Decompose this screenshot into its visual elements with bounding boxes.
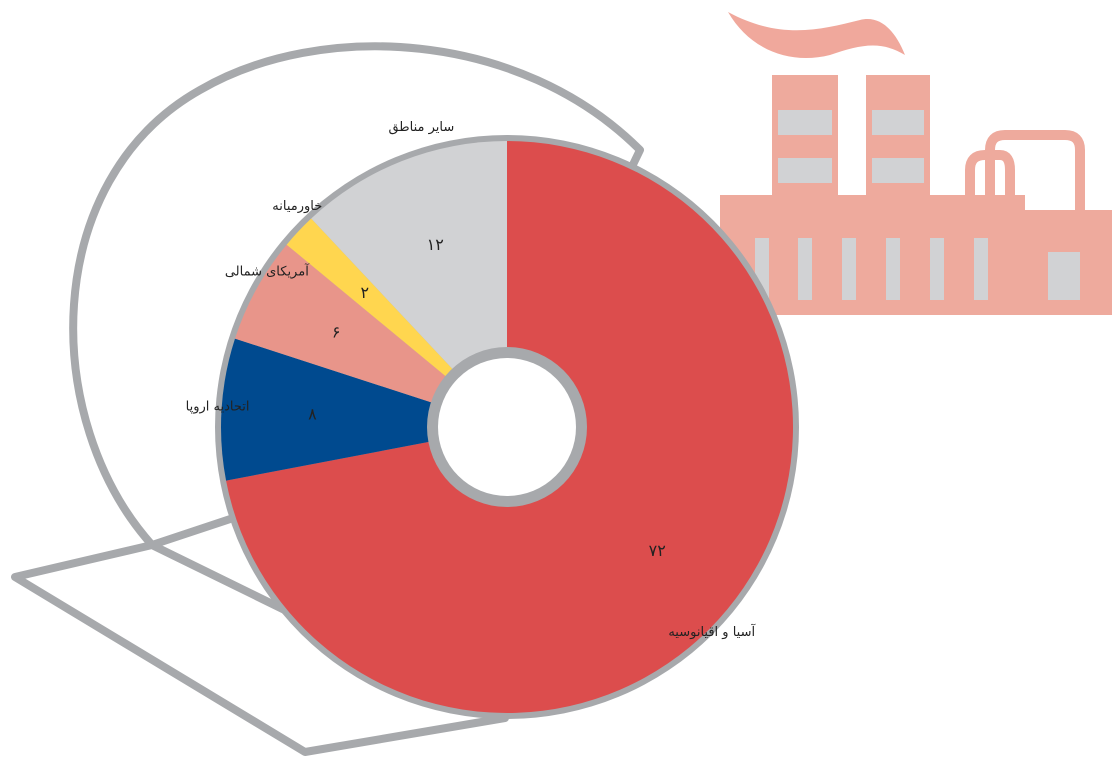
value-label: ۱۲ — [427, 235, 444, 254]
value-label: ۷۲ — [649, 541, 666, 560]
slice — [311, 141, 507, 427]
value-label: ۲ — [361, 283, 370, 302]
value-label: ۶ — [332, 323, 341, 342]
category-label: آمریکای شمالی — [225, 262, 310, 279]
slice — [220, 338, 507, 481]
value-label: ۸ — [308, 404, 317, 423]
category-label: خاورمیانه — [272, 199, 322, 214]
factory-illustration — [720, 12, 1112, 315]
category-label: سایر مناطق — [388, 120, 454, 135]
hole — [438, 358, 576, 496]
labels: ۷۲ آسیا و اقیانوسیه ۸ اتحادیه اروپا ۶ آمریکای… — [186, 120, 757, 640]
category-label: آسیا و اقیانوسیه — [668, 623, 756, 640]
slice — [234, 244, 507, 427]
category-label: اتحادیه اروپا — [186, 399, 250, 414]
